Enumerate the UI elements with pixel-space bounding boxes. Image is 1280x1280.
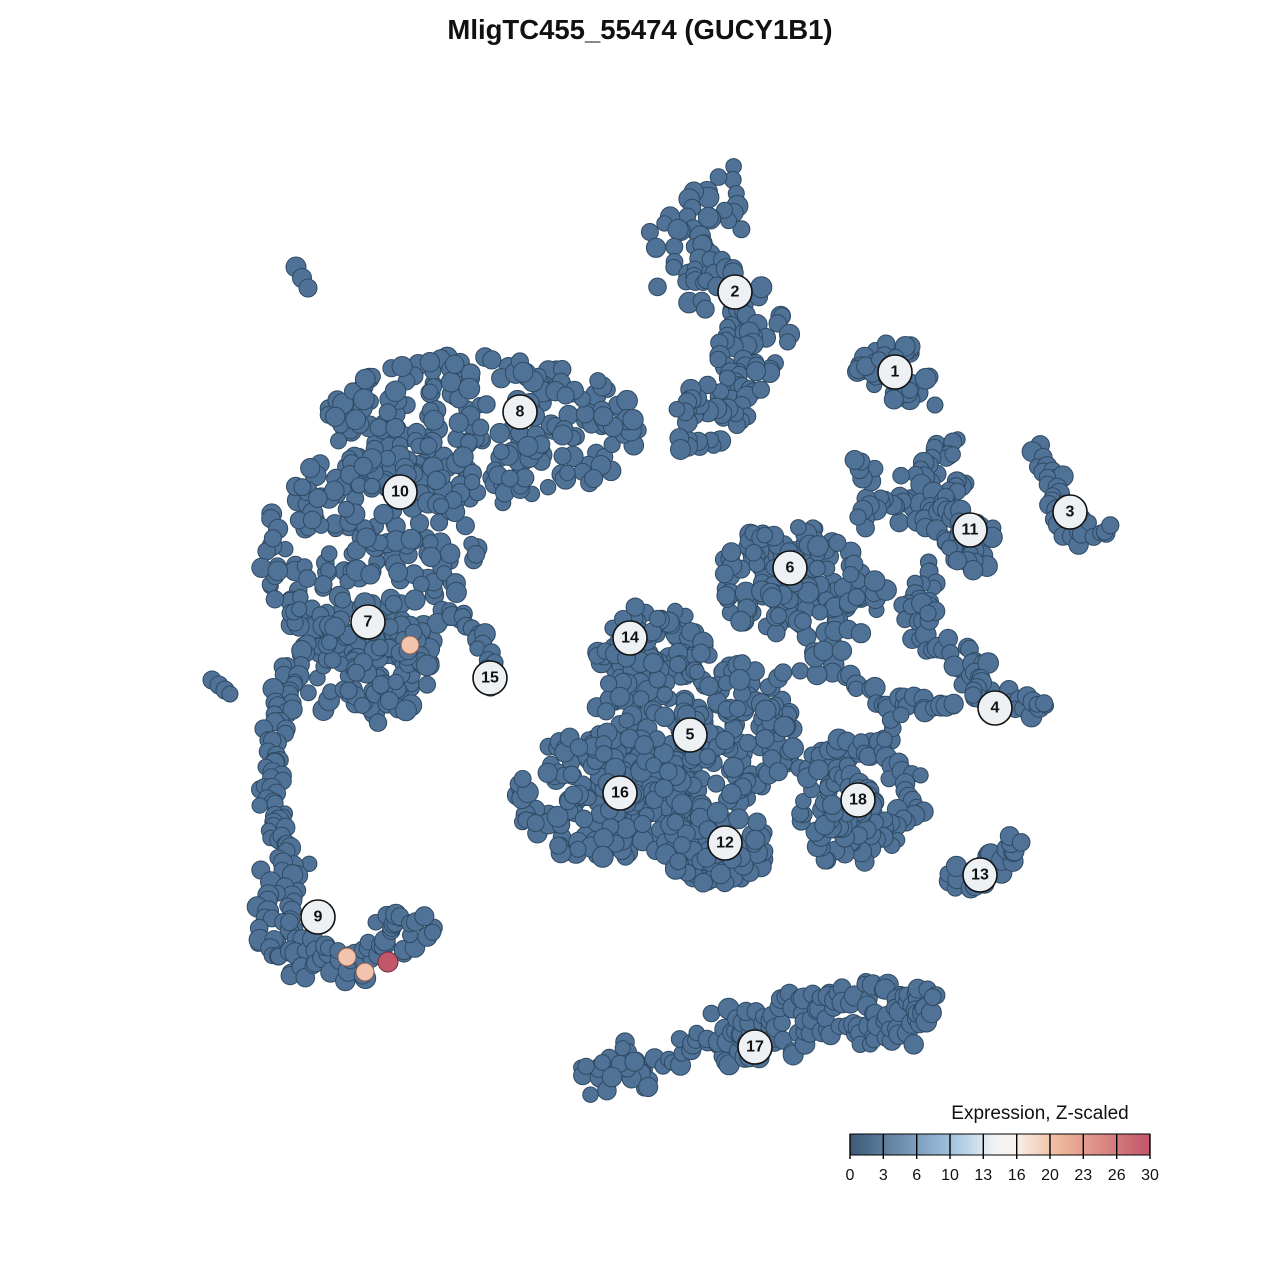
svg-text:15: 15 [481, 670, 499, 687]
svg-text:8: 8 [516, 404, 525, 421]
svg-text:11: 11 [962, 522, 979, 539]
svg-text:10: 10 [941, 1167, 959, 1184]
svg-text:6: 6 [912, 1167, 921, 1184]
svg-text:13: 13 [974, 1167, 992, 1184]
svg-text:1: 1 [891, 364, 900, 381]
svg-text:14: 14 [621, 630, 639, 647]
svg-text:17: 17 [746, 1039, 764, 1056]
svg-text:9: 9 [314, 909, 323, 926]
svg-text:3: 3 [1066, 504, 1075, 521]
svg-text:30: 30 [1141, 1167, 1159, 1184]
svg-text:16: 16 [611, 785, 629, 802]
svg-text:5: 5 [686, 727, 695, 744]
svg-text:7: 7 [364, 614, 373, 631]
svg-text:2: 2 [731, 284, 740, 301]
svg-text:23: 23 [1074, 1167, 1092, 1184]
svg-text:16: 16 [1008, 1167, 1026, 1184]
svg-text:0: 0 [846, 1167, 855, 1184]
svg-text:13: 13 [971, 867, 989, 884]
svg-text:26: 26 [1108, 1167, 1126, 1184]
svg-text:10: 10 [391, 484, 409, 501]
svg-text:Expression, Z-scaled: Expression, Z-scaled [951, 1103, 1128, 1124]
svg-text:18: 18 [849, 792, 867, 809]
svg-text:12: 12 [716, 835, 734, 852]
svg-text:20: 20 [1041, 1167, 1059, 1184]
svg-text:4: 4 [991, 700, 1000, 717]
svg-text:3: 3 [879, 1167, 888, 1184]
svg-text:6: 6 [786, 560, 795, 577]
